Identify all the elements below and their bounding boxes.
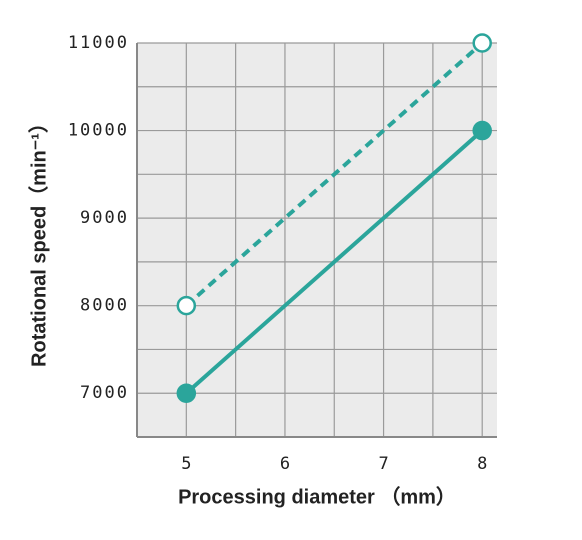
x-tick-label: 8 — [477, 454, 489, 474]
y-tick-label: 7000 — [80, 383, 129, 403]
y-axis-title: Rotational speed（min⁻¹） — [27, 113, 50, 367]
data-point — [176, 383, 197, 403]
x-tick-label: 6 — [280, 454, 292, 474]
data-point — [472, 120, 492, 141]
data-point — [472, 33, 492, 53]
y-tick-label: 8000 — [80, 296, 129, 316]
data-line — [184, 41, 484, 308]
plot-area — [137, 43, 497, 437]
x-axis-title: Processing diameter （mm） — [178, 485, 456, 508]
y-tick-label: 10000 — [68, 121, 129, 141]
data-line — [184, 129, 484, 395]
y-tick-label: 11000 — [68, 33, 129, 53]
x-tick-label: 5 — [181, 454, 193, 474]
y-tick-label: 9000 — [80, 208, 129, 228]
x-tick-label: 7 — [378, 454, 390, 474]
data-point — [176, 295, 197, 316]
